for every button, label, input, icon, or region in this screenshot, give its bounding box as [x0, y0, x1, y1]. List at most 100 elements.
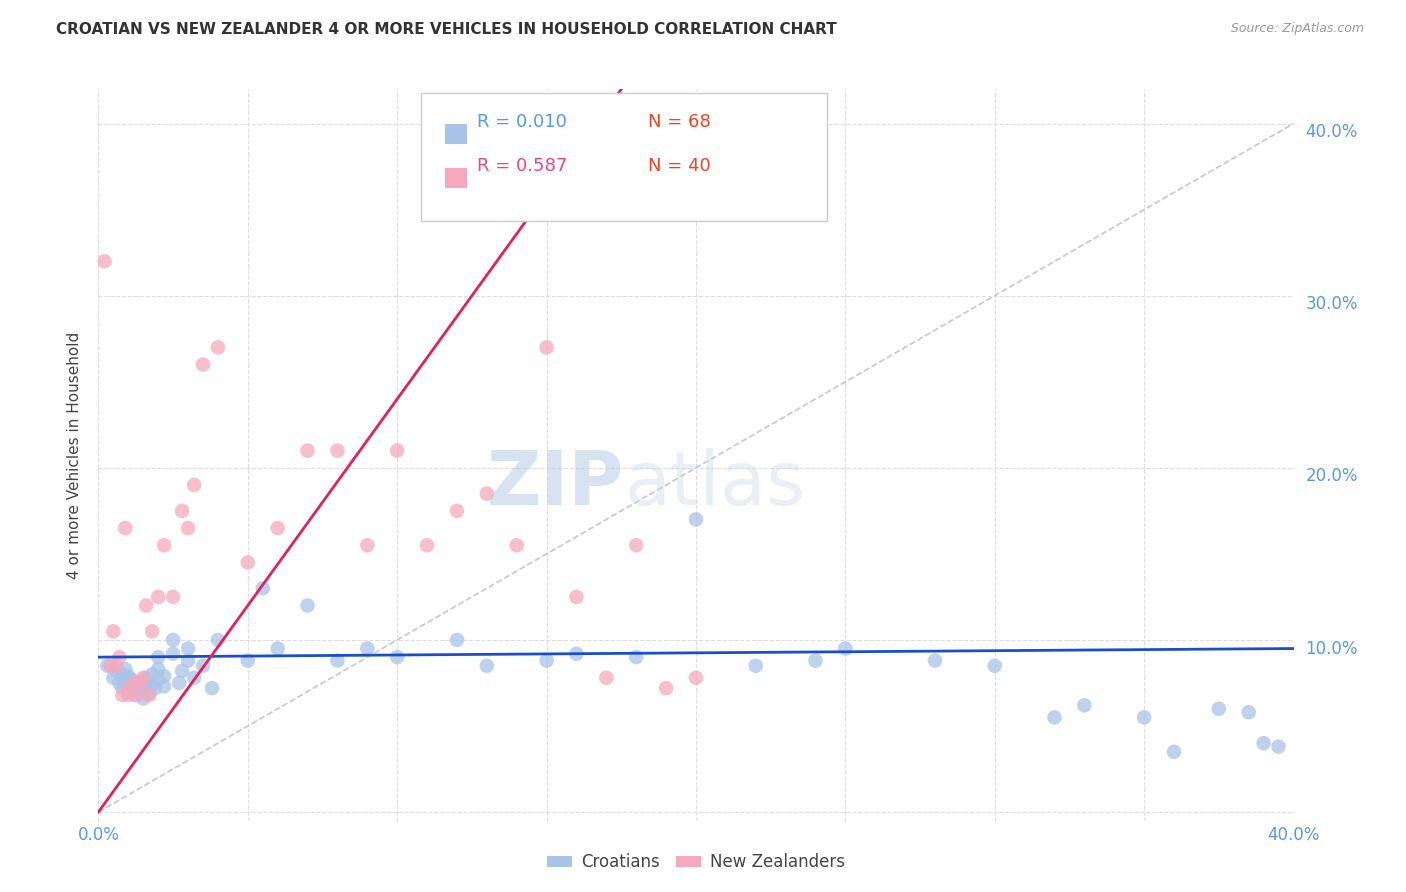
Point [111, 667, 134, 681]
FancyBboxPatch shape [444, 124, 467, 145]
Point [536, 654, 558, 668]
Point [326, 654, 349, 668]
Point [129, 676, 152, 690]
Point [132, 674, 155, 689]
Point [207, 340, 229, 354]
Point [1133, 710, 1156, 724]
Point [162, 632, 184, 647]
Point [177, 654, 200, 668]
Point [191, 358, 214, 372]
Point [565, 647, 588, 661]
Point [162, 647, 184, 661]
Point [96, 658, 118, 673]
Point [105, 664, 128, 678]
Text: R = 0.587: R = 0.587 [477, 157, 568, 175]
Point [475, 658, 498, 673]
Point [1253, 736, 1275, 750]
Point [685, 671, 707, 685]
Point [565, 590, 588, 604]
Text: atlas: atlas [624, 448, 806, 521]
Point [105, 658, 128, 673]
Point [129, 681, 152, 695]
Point [148, 590, 170, 604]
Point [172, 664, 194, 678]
Point [132, 691, 155, 706]
Point [745, 658, 768, 673]
Point [98, 658, 122, 673]
Point [385, 650, 409, 665]
Point [114, 521, 136, 535]
Point [177, 641, 200, 656]
Point [416, 538, 439, 552]
Point [1237, 705, 1260, 719]
Point [356, 641, 378, 656]
Point [1208, 702, 1230, 716]
Point [114, 662, 136, 676]
Point [127, 686, 149, 700]
Point [1073, 698, 1095, 713]
Point [1267, 739, 1289, 754]
Point [167, 676, 190, 690]
Point [506, 538, 529, 552]
Point [120, 673, 142, 687]
Point [655, 681, 678, 695]
Text: ZIP: ZIP [486, 448, 624, 521]
Point [148, 662, 170, 676]
Point [536, 340, 558, 354]
Point [236, 654, 259, 668]
Point [135, 671, 157, 685]
Point [135, 599, 157, 613]
Text: 10.0%: 10.0% [1305, 640, 1358, 657]
Point [924, 654, 946, 668]
Text: N = 68: N = 68 [648, 113, 711, 131]
Point [685, 512, 707, 526]
Point [117, 684, 139, 698]
Point [117, 669, 139, 683]
Point [252, 582, 274, 596]
Point [297, 599, 319, 613]
Point [132, 682, 155, 697]
Point [138, 688, 160, 702]
FancyBboxPatch shape [444, 169, 467, 188]
Point [356, 538, 378, 552]
Point [153, 680, 176, 694]
Text: Source: ZipAtlas.com: Source: ZipAtlas.com [1230, 22, 1364, 36]
Point [111, 681, 134, 695]
Point [103, 624, 125, 639]
Point [114, 674, 136, 689]
Text: 20.0%: 20.0% [1305, 467, 1358, 485]
Point [183, 671, 205, 685]
Point [207, 632, 229, 647]
Point [385, 443, 409, 458]
Point [138, 686, 160, 700]
Point [108, 650, 131, 665]
Point [141, 624, 163, 639]
Point [148, 650, 170, 665]
Point [1043, 710, 1066, 724]
Point [162, 590, 184, 604]
Point [236, 556, 259, 570]
Point [201, 681, 224, 695]
Point [141, 667, 163, 681]
Point [117, 688, 139, 702]
Text: 30.0%: 30.0% [1305, 295, 1358, 313]
Point [103, 671, 125, 685]
Point [124, 676, 146, 690]
Point [1163, 745, 1185, 759]
Point [153, 669, 176, 683]
Point [93, 254, 115, 268]
Point [127, 676, 149, 690]
Point [172, 504, 194, 518]
Point [108, 676, 131, 690]
Point [143, 681, 166, 695]
Point [124, 680, 146, 694]
Point [475, 486, 498, 500]
Point [983, 658, 1005, 673]
Point [117, 681, 139, 695]
Point [834, 641, 856, 656]
Point [120, 682, 142, 697]
Point [446, 632, 468, 647]
Point [191, 658, 214, 673]
Point [148, 673, 170, 687]
Point [624, 650, 647, 665]
